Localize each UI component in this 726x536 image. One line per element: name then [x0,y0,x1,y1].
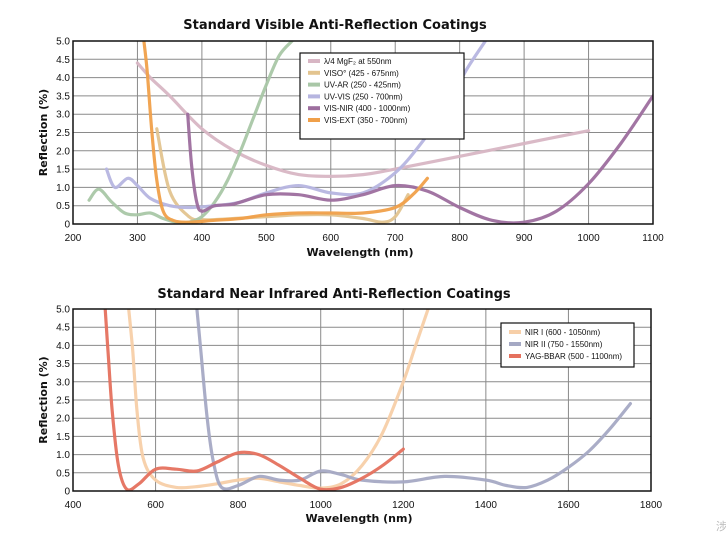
legend-entry: NIR I (600 - 1050nm) [525,328,600,337]
legend-entry: VISO° (425 - 675nm) [324,69,399,78]
x-tick-label: 1000 [577,233,600,244]
x-tick-label: 1400 [475,500,498,511]
x-tick-label: 400 [65,500,82,511]
series-line-5 [186,94,653,224]
series-line-6 [142,41,429,224]
legend-entry: UV-VIS (250 - 700nm) [324,92,403,101]
x-axis-label: Wavelength (nm) [306,512,413,525]
y-tick-label: 3.0 [56,377,70,388]
y-axis-label: Reflection (%) [37,356,50,443]
y-tick-label: 0.5 [56,201,70,212]
y-tick-label: 0 [64,220,70,231]
x-tick-label: 1100 [642,233,664,244]
series-line-3 [103,309,405,491]
y-tick-label: 4.0 [56,341,70,352]
y-tick-label: 4.5 [56,323,70,334]
plot-frame [72,40,654,225]
legend-entry: λ/4 MgF₂ at 550nm [324,57,392,66]
x-tick-label: 600 [147,500,164,511]
y-tick-label: 4.0 [56,73,70,84]
x-tick-label: 400 [194,233,211,244]
chart-title: Standard Visible Anti-Reflection Coating… [183,18,487,33]
chart-2: Standard Near Infrared Anti-Reflection C… [37,287,663,525]
legend-entry: UV-AR (250 - 425nm) [324,81,401,90]
legend-entry: YAG-BBAR (500 - 1100nm) [525,352,622,361]
y-tick-label: 2.5 [56,396,70,407]
x-tick-label: 1800 [640,500,663,511]
y-tick-label: 5.0 [56,37,70,48]
legend: NIR I (600 - 1050nm) NIR II (750 - 1550nm… [500,322,635,368]
y-tick-label: 1.0 [56,450,70,461]
y-tick-label: 1.0 [56,183,70,194]
watermark: 涉 [716,519,726,533]
series-line-2 [195,309,632,491]
y-tick-label: 0.5 [56,468,70,479]
series-line-1 [135,61,591,178]
x-tick-label: 900 [516,233,533,244]
x-tick-label: 300 [129,233,146,244]
legend: λ/4 MgF₂ at 550nm VISO° (425 - 675nm) UV-A… [299,52,465,140]
y-tick-label: 5.0 [56,305,70,316]
y-tick-label: 3.5 [56,91,70,102]
x-axis-label: Wavelength (nm) [307,246,414,259]
y-tick-label: 3.5 [56,359,70,370]
x-tick-label: 500 [258,233,275,244]
x-tick-label: 200 [65,233,82,244]
x-tick-label: 700 [387,233,404,244]
y-tick-label: 3.0 [56,110,70,121]
y-tick-label: 0 [64,487,70,498]
x-tick-label: 600 [322,233,339,244]
legend-box [299,52,465,140]
chart-title: Standard Near Infrared Anti-Reflection C… [157,287,511,302]
legend-box [500,322,635,368]
legend-entry: NIR II (750 - 1550nm) [525,340,603,349]
x-tick-label: 800 [230,500,247,511]
x-tick-label: 800 [451,233,468,244]
x-tick-label: 1200 [392,500,415,511]
legend-entry: VIS-NIR (400 - 1000nm) [324,104,411,113]
series-group [103,309,632,491]
y-tick-label: 1.5 [56,432,70,443]
y-tick-label: 2.0 [56,146,70,157]
series-line-2 [155,127,410,224]
y-tick-label: 2.5 [56,128,70,139]
legend-entry: VIS-EXT (350 - 700nm) [324,116,408,125]
y-axis-label: Reflection (%) [37,89,50,176]
plot-frame [72,308,652,492]
x-tick-label: 1600 [557,500,580,511]
y-tick-label: 2.0 [56,414,70,425]
chart-1: Standard Visible Anti-Reflection Coating… [37,18,664,259]
y-tick-label: 1.5 [56,165,70,176]
series-line-1 [127,309,430,490]
series-group [87,41,653,224]
x-tick-label: 1000 [310,500,333,511]
y-tick-label: 4.5 [56,55,70,66]
